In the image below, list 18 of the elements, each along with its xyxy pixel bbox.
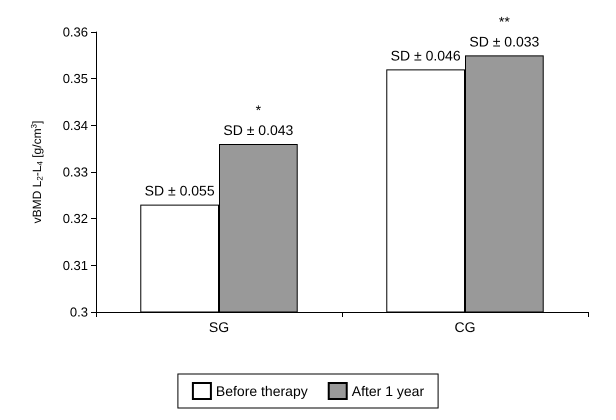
annotation: SD ± 0.046 bbox=[390, 47, 461, 64]
legend-label: Before therapy bbox=[216, 383, 308, 399]
legend-label: After 1 year bbox=[352, 383, 424, 399]
y-axis-title: vBMD L2-L4 [g/cm3] bbox=[30, 120, 44, 224]
annotation: SD ± 0.043 bbox=[223, 122, 294, 138]
y-tick-label: 0.34 bbox=[62, 118, 88, 133]
y-tick-label: 0.32 bbox=[62, 211, 88, 226]
x-tick-label: SG bbox=[208, 319, 230, 335]
y-tick-label: 0.33 bbox=[62, 164, 88, 180]
y-tick-label: 0.3 bbox=[70, 304, 88, 320]
text: ** bbox=[498, 13, 510, 30]
annotation: SD ± 0.055 bbox=[144, 182, 215, 199]
y-tick-label: 0.31 bbox=[62, 258, 88, 273]
y-tick-label: 0.35 bbox=[62, 71, 88, 86]
x-tick-label: CG bbox=[454, 319, 476, 335]
annotation: SD ± 0.033 bbox=[469, 33, 540, 50]
annotation: * bbox=[256, 102, 262, 118]
y-tick-label: 0.36 bbox=[62, 24, 88, 40]
